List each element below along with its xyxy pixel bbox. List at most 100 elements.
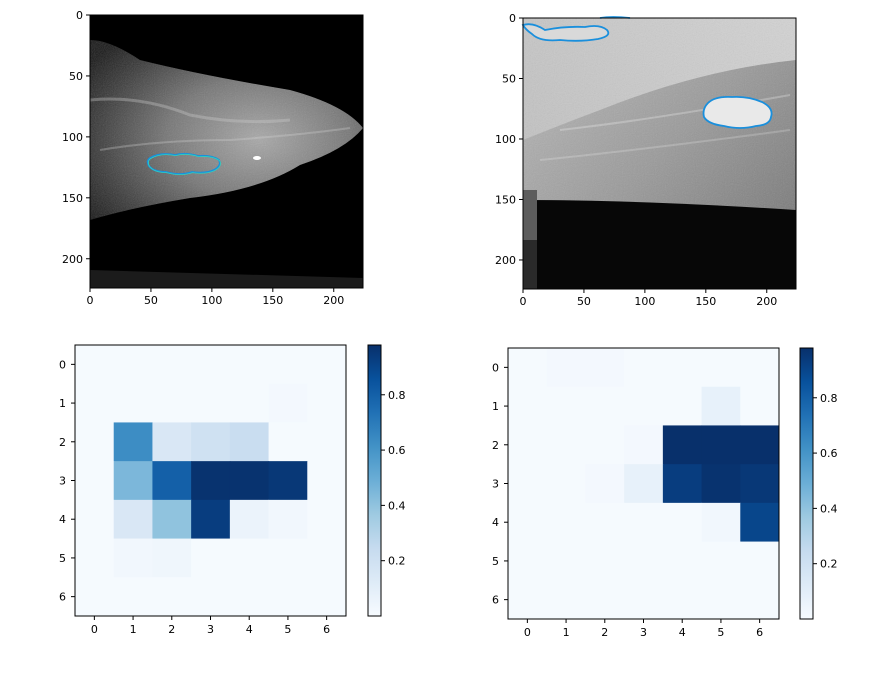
x-tick-label: 1 <box>130 623 137 636</box>
heatmap-cell <box>113 461 153 501</box>
heatmap-cell <box>585 386 625 426</box>
heatmap-cell <box>740 502 780 543</box>
heatmap-cell <box>585 580 625 620</box>
heatmap-cell <box>229 461 270 501</box>
colorbar-gradient <box>799 347 814 620</box>
heatmap-cell <box>740 541 780 581</box>
y-tick-label: 0 <box>59 358 66 371</box>
heatmap-cell <box>624 502 664 543</box>
axes-frame <box>89 14 364 289</box>
colorbar-3: 0.2 0.4 0.6 0.8 <box>799 347 838 620</box>
heatmap-cell <box>624 580 664 620</box>
heatmap-cell <box>229 577 270 617</box>
heatmap-cell <box>546 502 586 543</box>
heatmap-cell <box>508 348 548 388</box>
heatmap-cell <box>75 383 115 423</box>
heatmap-cell <box>701 541 741 581</box>
heatmap-cell <box>191 538 231 578</box>
axes-frame <box>522 17 797 290</box>
heatmap-cell <box>585 425 625 465</box>
y-tick-label: 0 <box>492 361 499 374</box>
heatmap-cell <box>75 499 115 540</box>
heatmap-cell <box>701 502 741 543</box>
y-tick-label: 100 <box>62 131 83 144</box>
colorbar-tick-label: 0.2 <box>820 558 838 571</box>
heatmap-cell <box>75 422 115 462</box>
x-tick-label: 200 <box>323 294 344 307</box>
y-tick-label: 3 <box>492 478 499 491</box>
y-tick-label: 6 <box>492 594 499 607</box>
heatmap-cell <box>229 345 270 385</box>
heatmap-cell <box>113 345 153 385</box>
colorbar-tick-label: 0.4 <box>820 502 838 515</box>
heatmap-cell <box>662 348 703 388</box>
heatmap-cell <box>307 345 347 385</box>
y-tick-label: 4 <box>492 516 499 529</box>
heatmap-cell <box>229 538 270 578</box>
heatmap-cell <box>307 538 347 578</box>
heatmap-cell <box>701 580 741 620</box>
mammogram-image-left <box>90 15 363 288</box>
heatmap-cell <box>152 577 192 617</box>
heatmap-cell <box>701 464 741 504</box>
x-tick-label: 0 <box>524 626 531 639</box>
y-tick-label: 200 <box>62 253 83 266</box>
x-tick-label: 5 <box>717 626 724 639</box>
heatmap-cell <box>546 541 586 581</box>
heatmap-cell <box>508 541 548 581</box>
heatmap-cell <box>662 541 703 581</box>
heatmap-cell <box>546 464 586 504</box>
heatmap-cell <box>508 386 548 426</box>
heatmap-cell <box>268 461 308 501</box>
heatmap-cell <box>229 383 270 423</box>
y-tick-label: 150 <box>495 193 516 206</box>
x-tick-label: 2 <box>601 626 608 639</box>
x-tick-label: 4 <box>679 626 686 639</box>
heatmap-cell <box>701 425 741 465</box>
image-axes-0: 0 50 100 150 200 0 50 100 150 200 <box>62 9 364 307</box>
y-tick-label: 150 <box>62 192 83 205</box>
heatmap-cell <box>75 538 115 578</box>
heatmap-cell <box>152 422 192 462</box>
heatmap-cell <box>546 348 586 388</box>
heatmap-cell <box>662 425 703 465</box>
heatmap-cell <box>268 577 308 617</box>
y-tick-label: 200 <box>495 254 516 267</box>
heatmap-cell <box>268 383 308 423</box>
x-tick-label: 0 <box>520 295 527 308</box>
heatmap-cell <box>229 499 270 540</box>
heatmap-cell <box>624 425 664 465</box>
image-axes-1: 0 50 100 150 200 0 50 100 150 200 <box>495 12 797 308</box>
heatmap-cell <box>508 580 548 620</box>
heatmap-3: 0 1 2 3 4 5 6 0 1 2 3 4 5 6 <box>492 347 780 639</box>
heatmap-cell <box>624 348 664 388</box>
y-tick-label: 5 <box>492 555 499 568</box>
heatmap-cell <box>307 461 347 501</box>
heatmap-cell <box>229 422 270 462</box>
heatmap-cell <box>307 383 347 423</box>
x-tick-label: 50 <box>577 295 591 308</box>
x-tick-label: 3 <box>640 626 647 639</box>
heatmap-cell <box>191 577 231 617</box>
heatmap-cell <box>701 348 741 388</box>
y-tick-label: 5 <box>59 552 66 565</box>
x-tick-label: 4 <box>246 623 253 636</box>
y-tick-label: 1 <box>59 397 66 410</box>
x-tick-label: 5 <box>284 623 291 636</box>
heatmap-cell <box>191 345 231 385</box>
heatmap-cell <box>546 425 586 465</box>
x-tick-label: 2 <box>168 623 175 636</box>
heatmap-cell <box>740 425 780 465</box>
heatmap-cell <box>585 541 625 581</box>
y-tick-label: 0 <box>76 9 83 22</box>
mammogram-image-right <box>521 16 796 289</box>
x-tick-label: 200 <box>756 295 777 308</box>
heatmap-cell <box>546 386 586 426</box>
heatmap-cell <box>585 502 625 543</box>
heatmap-cell <box>191 499 231 540</box>
x-tick-label: 100 <box>634 295 655 308</box>
heatmap-cell <box>268 422 308 462</box>
colorbar-tick-label: 0.6 <box>820 447 838 460</box>
heatmap-cell <box>662 502 703 543</box>
heatmap-cell <box>268 538 308 578</box>
